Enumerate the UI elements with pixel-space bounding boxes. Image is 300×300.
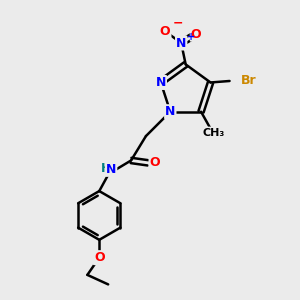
Text: O: O: [160, 25, 170, 38]
Text: −: −: [173, 16, 184, 29]
Text: +: +: [187, 32, 195, 42]
Text: N: N: [165, 105, 175, 118]
Text: O: O: [191, 28, 201, 40]
Text: N: N: [176, 37, 186, 50]
Text: N: N: [156, 76, 166, 89]
Text: CH₃: CH₃: [203, 128, 225, 137]
Text: O: O: [149, 156, 160, 169]
Text: Br: Br: [241, 74, 256, 88]
Text: O: O: [94, 251, 105, 264]
Text: H: H: [101, 162, 112, 175]
Text: N: N: [106, 163, 116, 176]
